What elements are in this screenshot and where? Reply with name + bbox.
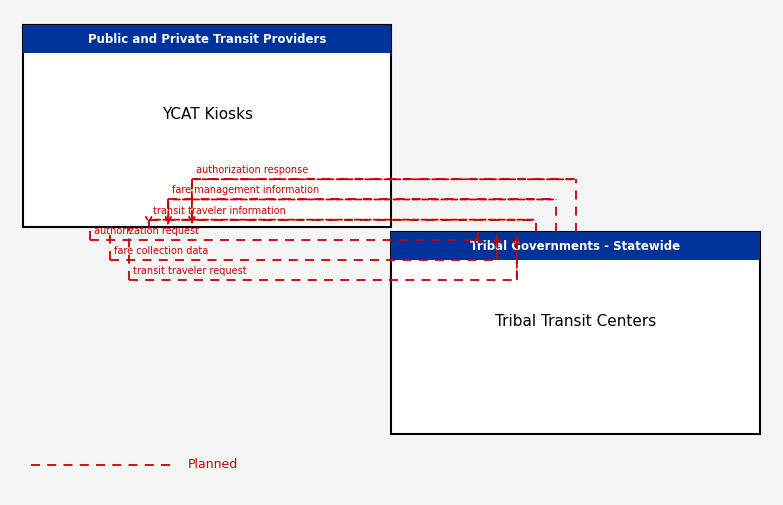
FancyBboxPatch shape bbox=[23, 25, 392, 227]
Text: Tribal Transit Centers: Tribal Transit Centers bbox=[495, 314, 656, 329]
Text: transit traveler information: transit traveler information bbox=[153, 206, 286, 216]
Text: YCAT Kiosks: YCAT Kiosks bbox=[162, 107, 253, 122]
Text: Planned: Planned bbox=[188, 458, 238, 471]
FancyBboxPatch shape bbox=[392, 232, 760, 434]
Text: Tribal Governments - Statewide: Tribal Governments - Statewide bbox=[471, 240, 680, 252]
Text: Public and Private Transit Providers: Public and Private Transit Providers bbox=[88, 33, 327, 45]
FancyBboxPatch shape bbox=[23, 25, 392, 53]
Text: authorization request: authorization request bbox=[94, 226, 199, 236]
Text: fare collection data: fare collection data bbox=[114, 246, 207, 256]
Text: transit traveler request: transit traveler request bbox=[133, 266, 247, 276]
Text: fare management information: fare management information bbox=[172, 185, 319, 195]
FancyBboxPatch shape bbox=[392, 232, 760, 260]
Text: authorization response: authorization response bbox=[196, 165, 308, 175]
